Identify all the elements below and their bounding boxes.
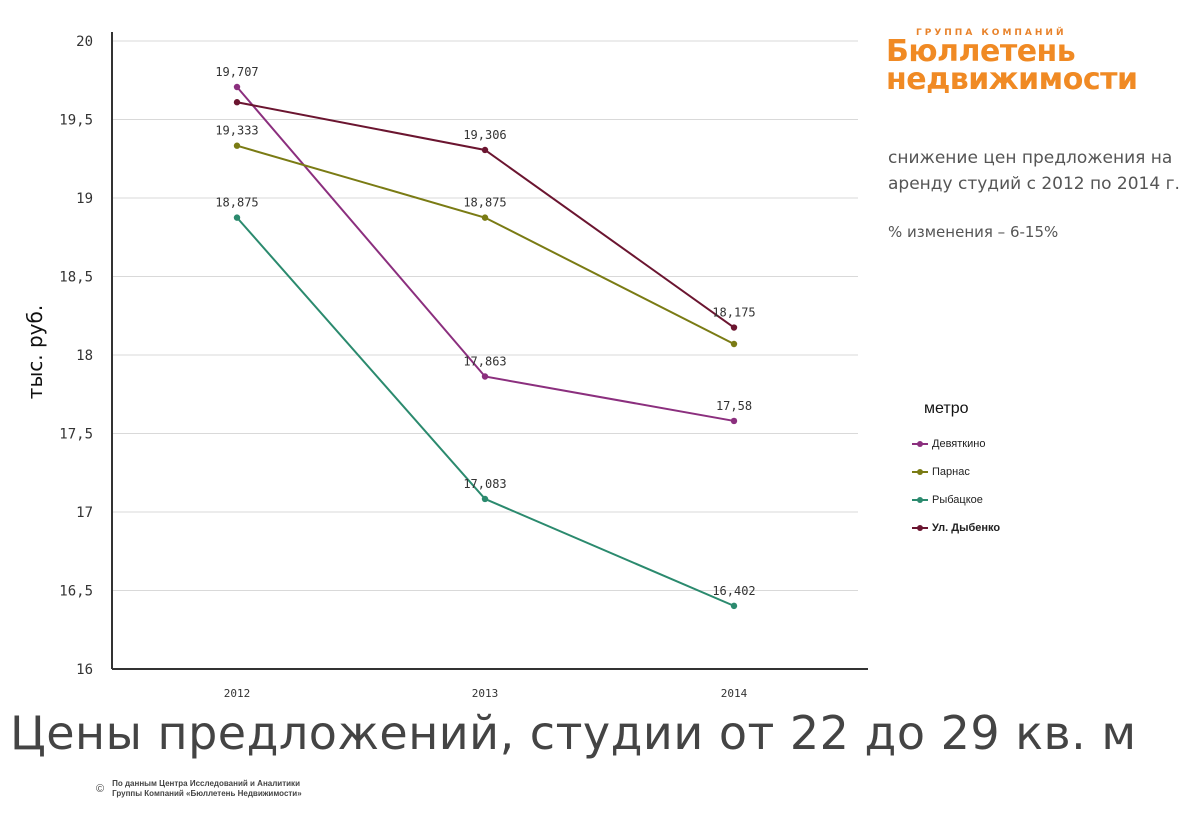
legend-swatch-icon [912,467,928,477]
legend-item: Рыбацкое [912,486,1000,514]
chart-note: снижение цен предложения на аренду студи… [888,148,1180,194]
legend-swatch-icon [912,439,928,449]
data-label: 17,863 [463,355,506,369]
legend-label: Девяткино [932,438,986,450]
x-tick-label: 2013 [472,687,499,700]
copyright-icon: © [96,783,105,795]
data-point [730,340,738,348]
chart-legend: метро Девяткино Парнас Рыбацкое Ул. Дыбенко [912,400,1000,542]
data-point [233,142,241,149]
data-label: 19,707 [215,65,258,79]
y-tick-label: 16 [76,662,93,678]
company-logo: ГРУППА КОМПАНИЙ Бюллетень недвижимости [886,28,1186,97]
data-point [481,495,489,503]
data-point [730,602,738,610]
y-tick-label: 18 [76,348,93,364]
legend-swatch-icon [912,523,928,533]
y-tick-label: 16,5 [59,584,93,600]
data-point [481,214,489,221]
legend-item: Парнас [912,458,1000,486]
logo-top-text: ГРУППА КОМПАНИЙ [916,28,1067,38]
data-label: 16,402 [712,584,755,598]
series-line [236,216,735,607]
data-label: 19,306 [463,128,506,142]
x-tick-label: 2014 [721,687,748,700]
data-label: 18,175 [712,306,755,320]
data-point [481,373,489,380]
chart-axes [111,32,868,670]
data-point [233,214,241,221]
y-tick-label: 17 [76,505,93,521]
x-tick-labels: 2012 2013 2014 [224,687,748,700]
x-tick-label: 2012 [224,687,251,700]
data-label: 18,875 [463,196,506,210]
data-point [730,417,738,425]
legend-label: Рыбацкое [932,494,983,506]
y-tick-label: 19 [76,191,93,207]
logo-line-2: недвижимости [886,62,1138,97]
y-tick-label: 17,5 [59,427,93,443]
y-axis-label: тыс. руб. [23,305,47,399]
page-title: Цены предложений, студии от 22 до 29 кв.… [10,706,1137,760]
data-label: 17,083 [463,477,506,491]
data-point [481,146,489,154]
legend-item: Девяткино [912,430,1000,458]
data-labels: 19,707 17,863 17,58 19,333 18,875 18,875 17,08… [215,65,755,598]
chart-series [233,83,738,610]
footer-line-2: Группы Компаний «Бюллетень Недвижимости» [112,789,302,798]
y-tick-label: 18,5 [59,270,93,286]
legend-item: Ул. Дыбенко [912,514,1000,542]
data-label: 18,875 [215,196,258,210]
logo-line-1: Бюллетень [886,34,1076,69]
legend-swatch-icon [912,495,928,505]
data-label: 19,333 [215,124,258,138]
chart-grid [112,40,858,591]
legend-label: Ул. Дыбенко [932,522,1001,534]
legend-label: Парнас [932,466,970,478]
data-point [730,324,738,331]
data-point [233,99,241,106]
footer-line-1: По данным Центра Исследований и Аналитик… [112,779,300,788]
y-tick-label: 19,5 [59,113,93,129]
y-tick-label: 20 [76,34,93,50]
data-point [233,83,241,91]
data-label: 17,58 [716,399,752,413]
change-note: % изменения – 6-15% [888,223,1059,241]
legend-title: метро [924,400,969,417]
source-footer: © По данным Центра Исследований и Аналит… [96,779,302,799]
y-tick-labels: 16 16,5 17 17,5 18 18,5 19 19,5 20 [59,34,93,678]
